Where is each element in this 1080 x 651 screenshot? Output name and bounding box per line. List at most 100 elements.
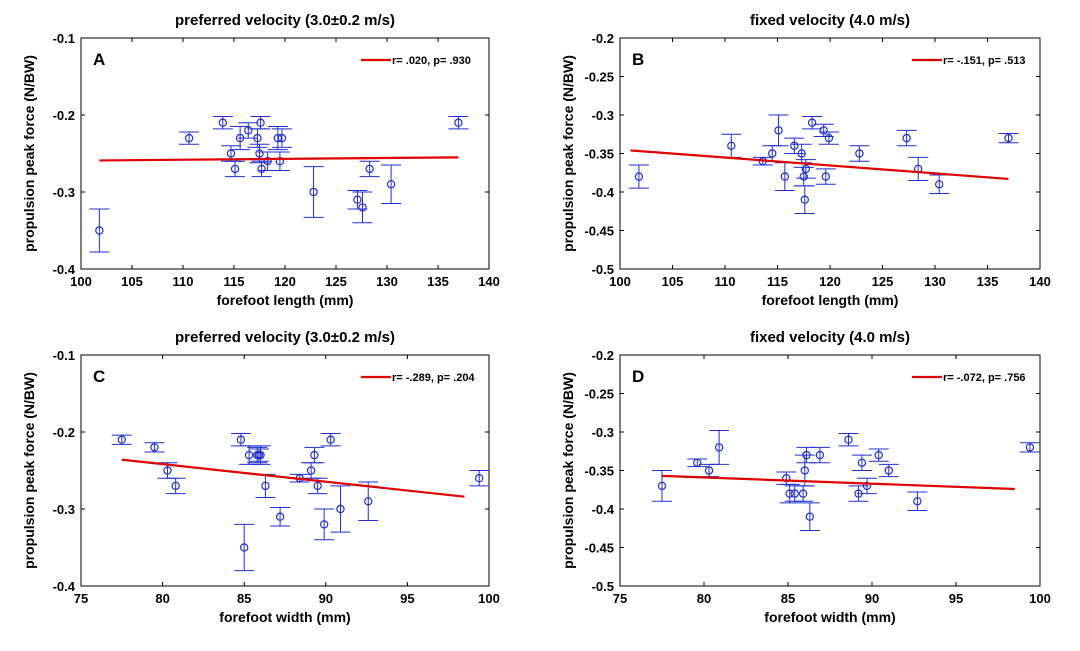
x-tick-label: 125 — [872, 274, 894, 289]
point-marker — [365, 164, 374, 174]
point-marker — [819, 126, 828, 135]
data-point — [815, 168, 836, 185]
point-marker — [855, 149, 864, 158]
point-marker — [244, 126, 253, 135]
x-tick-label: 135 — [427, 274, 449, 289]
y-tick-label: -0.1 — [53, 31, 75, 46]
data-point — [802, 116, 823, 130]
point-marker — [857, 458, 867, 467]
data-point — [330, 485, 351, 533]
point-marker — [815, 450, 825, 460]
point-marker — [184, 133, 194, 143]
data-point — [251, 160, 272, 178]
point-marker — [790, 141, 799, 150]
point-marker — [801, 164, 811, 174]
data-point — [111, 434, 132, 445]
data-point — [448, 116, 469, 130]
point-marker — [239, 543, 249, 552]
point-marker — [256, 118, 265, 127]
x-tick-label: 115 — [767, 274, 788, 289]
y-tick-label: -0.3 — [592, 425, 614, 440]
data-point — [809, 446, 830, 464]
x-axis-label: forefoot width (mm) — [764, 609, 895, 625]
data-point — [818, 131, 839, 145]
point-marker — [657, 481, 667, 491]
x-tick-label: 105 — [662, 274, 684, 289]
data-point — [303, 166, 324, 218]
x-tick-label: 135 — [977, 274, 999, 289]
data-point — [269, 151, 290, 171]
data-point — [868, 448, 889, 462]
y-tick-label: -0.2 — [592, 348, 614, 363]
data-point — [179, 131, 200, 145]
data-point — [784, 137, 805, 154]
legend-text: r= -.151, p= .513 — [943, 55, 1026, 67]
y-tick-label: -0.35 — [584, 147, 614, 162]
data-point — [794, 185, 815, 215]
point-marker — [800, 466, 810, 475]
y-tick-label: -0.25 — [584, 70, 614, 85]
x-tick-label: 105 — [121, 274, 143, 289]
point-marker — [774, 126, 783, 135]
point-marker — [821, 172, 831, 181]
point-marker — [797, 149, 806, 158]
data-point — [250, 116, 271, 130]
x-tick-label: 100 — [478, 591, 500, 606]
point-marker — [236, 435, 246, 444]
point-marker — [253, 133, 262, 143]
point-marker — [727, 141, 736, 150]
x-tick-label: 80 — [697, 591, 711, 606]
point-marker — [862, 481, 872, 491]
point-marker — [309, 187, 318, 197]
point-marker — [790, 489, 799, 498]
point-marker — [255, 149, 264, 158]
point-marker — [798, 489, 808, 498]
y-tick-label: -0.5 — [592, 579, 614, 594]
y-axis-label: propulsion peak force (N/BW) — [560, 55, 576, 252]
data-point — [779, 483, 800, 504]
point-marker — [218, 118, 227, 127]
x-tick-label: 90 — [319, 591, 333, 606]
point-marker — [884, 466, 894, 475]
panel-d: fixed velocity (4.0 m/s) 75 80 85 90 95 100 -0.… — [560, 329, 1051, 625]
data-point — [878, 463, 899, 478]
panel-letter: B — [632, 50, 644, 69]
y-tick-label: -0.45 — [584, 224, 614, 239]
point-marker — [150, 443, 159, 452]
point-marker — [714, 443, 724, 452]
chart-title: preferred velocity (3.0±0.2 m/s) — [175, 329, 395, 346]
point-marker — [256, 450, 265, 460]
point-marker — [326, 435, 335, 444]
x-axis-label: forefoot length (mm) — [762, 292, 899, 308]
point-marker — [807, 118, 817, 127]
panel-b: fixed velocity (4.0 m/s) 100 105 110 115 120 1… — [560, 12, 1051, 308]
point-marker — [824, 133, 834, 143]
y-tick-label: -0.4 — [53, 262, 76, 277]
data-point — [687, 458, 708, 468]
x-tick-label: 110 — [173, 274, 194, 289]
data-point — [352, 191, 373, 224]
point-marker — [386, 180, 396, 189]
data-point — [89, 208, 110, 253]
point-marker — [263, 156, 272, 166]
data-point — [838, 433, 859, 447]
y-axis-label: propulsion peak force (N/BW) — [21, 55, 37, 252]
x-tick-label: 85 — [237, 591, 251, 606]
point-marker — [277, 133, 287, 143]
data-point — [469, 470, 490, 487]
chart-title: fixed velocity (4.0 m/s) — [750, 329, 910, 346]
plot-frame — [619, 354, 1041, 587]
data-point — [998, 132, 1019, 144]
point-marker — [454, 118, 463, 127]
data-point — [799, 502, 820, 532]
point-marker — [275, 512, 285, 521]
data-point — [234, 523, 255, 572]
data-point — [358, 481, 379, 522]
data-point — [1019, 442, 1040, 453]
x-tick-label: 130 — [924, 274, 946, 289]
x-tick-label: 120 — [274, 274, 296, 289]
point-marker — [799, 172, 808, 181]
data-point — [271, 128, 292, 148]
data-point — [795, 159, 816, 179]
